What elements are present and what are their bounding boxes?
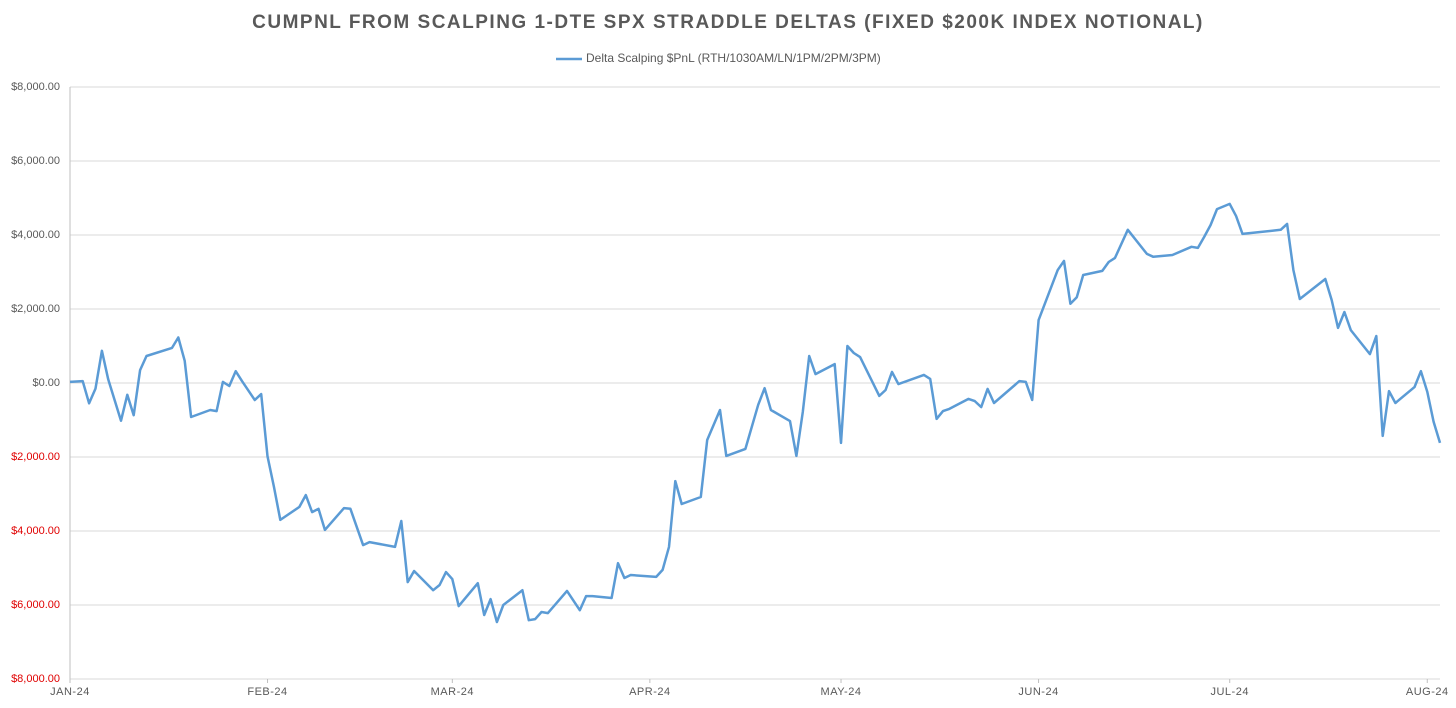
x-tick-label: FEB-24 (247, 686, 287, 698)
y-tick-label: $2,000.00 (11, 303, 60, 315)
data-line (69, 202, 1442, 624)
y-tick-label: $4,000.00 (11, 229, 60, 241)
y-tick-label: $6,000.00 (11, 599, 60, 611)
y-tick-label: $8,000.00 (11, 81, 60, 93)
chart-title: CUMPNL FROM SCALPING 1-DTE SPX STRADDLE … (252, 12, 1204, 33)
y-tick-label: $2,000.00 (11, 451, 60, 463)
x-tick-label: JUN-24 (1018, 686, 1058, 698)
y-tick-label: $8,000.00 (11, 673, 60, 685)
y-tick-label: $4,000.00 (11, 525, 60, 537)
y-tick-label: $6,000.00 (11, 155, 60, 167)
x-tick-label: JUL-24 (1210, 686, 1248, 698)
x-tick-label: AUG-24 (1406, 686, 1449, 698)
legend-label: Delta Scalping $PnL (RTH/1030AM/LN/1PM/2… (586, 51, 881, 65)
x-tick-label: APR-24 (629, 686, 671, 698)
y-tick-label: $0.00 (32, 377, 60, 389)
x-tick-label: JAN-24 (50, 686, 90, 698)
x-tick-label: MAR-24 (431, 686, 474, 698)
x-tick-label: MAY-24 (821, 686, 862, 698)
